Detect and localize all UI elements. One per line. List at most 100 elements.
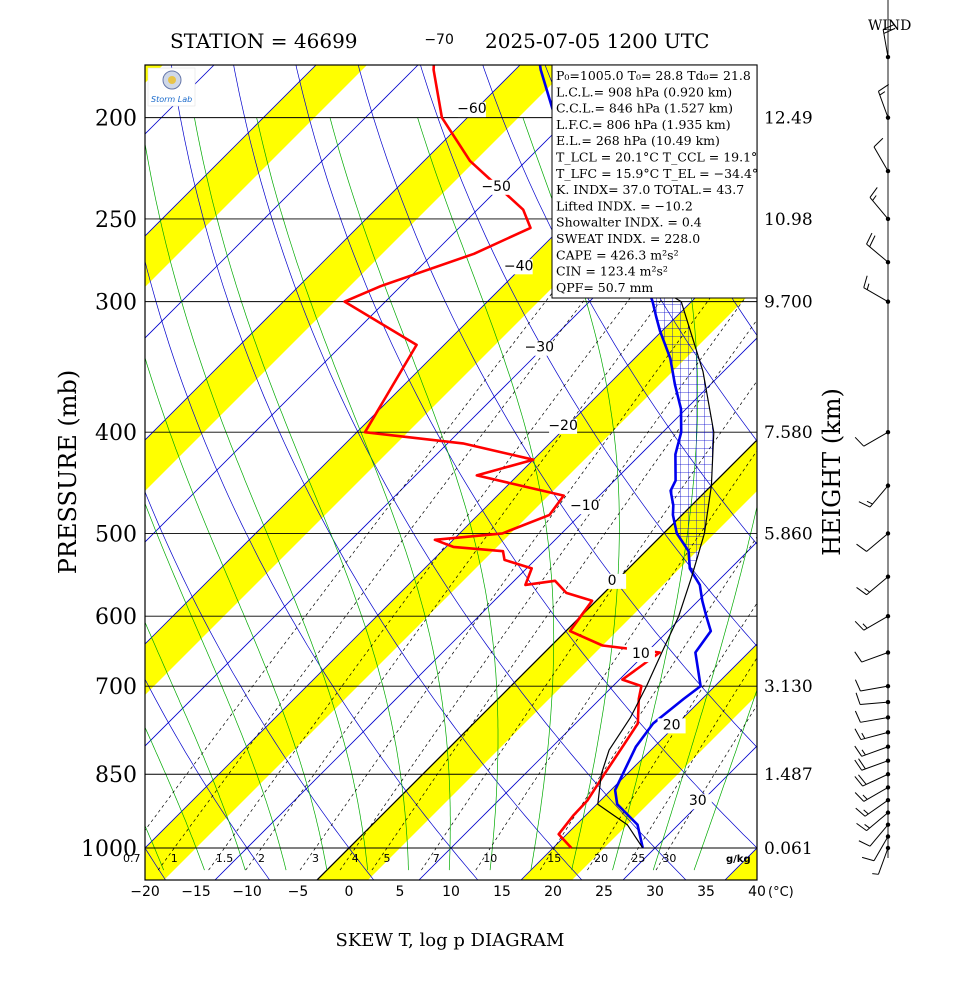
wind-barb-flag: [854, 776, 864, 787]
moist-adiabat: [693, 688, 757, 871]
wind-barb-flag: [856, 822, 867, 832]
wind-barb-staff: [861, 760, 889, 771]
mixing-ratio-label: 1.5: [216, 852, 234, 865]
index-line: Lifted INDX. = −10.2: [556, 198, 693, 213]
wind-barb-flag: [854, 679, 861, 692]
isotherm-label-bg: [626, 647, 655, 663]
isotherm-label-bg: [482, 179, 511, 195]
dry-adiabat: [926, 0, 960, 891]
cape-hatch: [615, 250, 714, 848]
wind-barb-half: [872, 873, 879, 875]
mixing-ratio-line: [145, 117, 689, 831]
wind-barb-staff: [866, 812, 889, 832]
wind-barb-staff: [873, 146, 889, 172]
wind-barb-half: [862, 794, 868, 800]
wind-barb-half: [879, 91, 886, 96]
wind-barb-flag: [854, 728, 862, 740]
temperature-tick-label: 25: [595, 884, 613, 900]
wind-barb-flag: [854, 745, 863, 757]
moist-adiabat: [145, 621, 246, 871]
index-line: L.F.C.= 806 hPa (1.935 km): [556, 117, 731, 132]
dry-adiabat: [171, 65, 583, 880]
wind-barb-staff: [860, 731, 889, 741]
wind-barb-half: [863, 809, 869, 815]
cape-area: [615, 250, 714, 848]
plot-frame: [144, 64, 758, 881]
mixing-ratio-label: 7: [433, 852, 440, 865]
isotherm-line: [418, 541, 757, 880]
isotherm-stripe: [145, 65, 367, 287]
mixing-ratio-line: [245, 171, 757, 871]
isotherm-label-bg: [549, 418, 578, 434]
wind-barb-flag: [856, 587, 867, 596]
index-line: CAPE = 426.3 m²s²: [556, 247, 679, 262]
moist-adiabat: [256, 117, 451, 871]
dry-adiabat: [295, 65, 757, 849]
isotherm-label: −20: [548, 418, 578, 434]
station-logo: Storm Lab: [147, 67, 196, 107]
moist-adiabat: [145, 726, 205, 871]
temperature-tick-labels: −20 −15 −10 −5 0 5 10 15 20 25 30 35 40: [130, 884, 766, 900]
pressure-tick-label: 400: [95, 421, 137, 446]
wind-barb-staff: [861, 746, 889, 757]
index-line: P₀=1005.0 T₀= 28.8 Td₀= 21.8: [556, 68, 751, 83]
wind-barb-flag: [882, 23, 895, 30]
wind-barb-half: [866, 500, 873, 505]
mixing-ratio-label: 5: [383, 852, 390, 865]
isotherm-label-bg: [683, 794, 712, 810]
temperature-tick-label: −15: [181, 884, 211, 900]
mixing-ratio-label: 25: [631, 852, 645, 865]
temperature-tick-label: 20: [544, 884, 562, 900]
isotherm-line: [316, 439, 757, 880]
mixing-ratio-unit: g/kg: [726, 854, 751, 865]
mixing-ratio-label: 2: [258, 852, 265, 865]
temperature-tick-label: −20: [130, 884, 160, 900]
dry-adiabat: [875, 0, 960, 891]
index-line: L.C.L.= 908 hPa (0.920 km): [556, 84, 732, 99]
isotherm-label: −60: [457, 101, 487, 117]
wind-barb-half: [864, 588, 870, 593]
wind-barb-flag: [858, 840, 871, 847]
wind-barb-flag: [878, 83, 889, 92]
dry-adiabat: [357, 65, 757, 748]
index-line: T_LFC = 15.9°C T_EL = −34.4°C: [556, 166, 768, 181]
moist-adiabat: [522, 117, 620, 871]
mixing-ratio-label: 10: [483, 852, 497, 865]
moist-adiabat: [145, 141, 369, 871]
wind-barb-staff: [861, 652, 889, 663]
wind-barb-staff: [877, 91, 889, 118]
wind-barb-flag: [863, 275, 868, 288]
mixing-ratio-line: [475, 450, 757, 871]
wind-barb-staff: [882, 29, 889, 58]
isotherm-line: [145, 65, 521, 441]
y-axis-label-right: HEIGHT (km): [818, 388, 846, 556]
isotherm-label-bg: [570, 499, 599, 515]
wind-barb-flag: [858, 774, 867, 785]
wind-barb-staff: [866, 533, 889, 552]
wind-barb-half: [864, 824, 870, 829]
index-line: SWEAT INDX. = 228.0: [556, 231, 700, 246]
wind-barb-flag: [858, 758, 866, 770]
moist-adiabat: [145, 502, 287, 871]
pressure-tick-label: 850: [95, 763, 137, 788]
wind-barb-half: [866, 283, 870, 290]
moist-adiabat: [145, 356, 328, 871]
wind-level-dot: [885, 115, 891, 120]
station-title: STATION = 46699: [170, 29, 358, 53]
wind-barb-flag: [855, 807, 866, 817]
dry-adiabat: [145, 259, 479, 880]
mixing-ratio-label: 30: [662, 852, 676, 865]
wind-barb-flag: [883, 27, 896, 34]
moist-adiabat: [329, 117, 499, 871]
isotherm-line: [145, 65, 419, 339]
wind-barb-flag: [856, 543, 867, 552]
pressure-tick-labels: 1001502002503004005006007008501000: [81, 0, 137, 862]
isotherm-label-bg: [598, 573, 627, 589]
wind-barb-half: [861, 749, 866, 756]
wind-barb-flag: [854, 792, 865, 802]
dewpoint-curve: [343, 65, 662, 849]
isotherm-line: [214, 337, 757, 880]
temperature-tick-label: 15: [493, 884, 511, 900]
moist-adiabat: [417, 117, 555, 871]
